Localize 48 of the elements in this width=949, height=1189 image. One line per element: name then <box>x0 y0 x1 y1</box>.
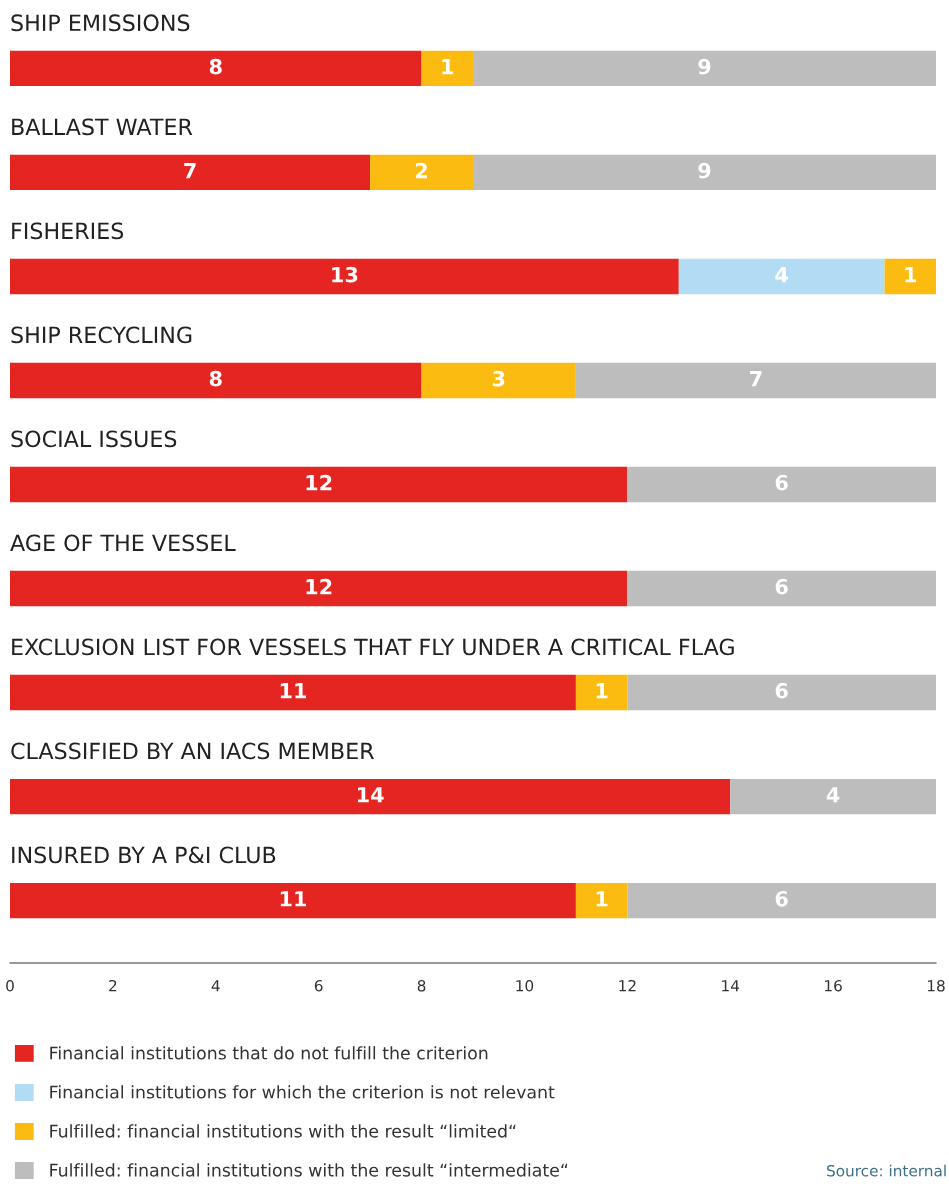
data-label: 8 <box>209 58 222 75</box>
data-label: 7 <box>750 371 762 387</box>
data-label: 7 <box>184 162 196 179</box>
x-tick-label: 18 <box>927 979 945 992</box>
data-label: 13 <box>332 266 358 283</box>
legend-label: Financial institutions that do not fulfill the criterion <box>50 1046 488 1060</box>
data-label: 3 <box>492 370 505 387</box>
x-tick-label: 12 <box>619 979 636 992</box>
data-label: 9 <box>698 162 711 179</box>
data-label: 12 <box>306 578 332 595</box>
x-tick-label: 4 <box>211 980 220 992</box>
legend-label: Financial institutions for which the criterion is not relevant <box>50 1085 555 1099</box>
y-tick-label: SOCIAL ISSUES <box>11 430 177 448</box>
x-tick-label: 8 <box>417 979 426 992</box>
y-tick-label: CLASSIFIED BY AN IACS MEMBER <box>11 742 374 760</box>
x-tick-label: 14 <box>722 980 740 992</box>
data-label: 4 <box>775 267 788 283</box>
data-label: 9 <box>698 58 711 75</box>
x-tick-label: 0 <box>6 979 14 992</box>
data-label: 6 <box>775 578 788 595</box>
data-label: 11 <box>280 891 307 907</box>
x-tick-label: 10 <box>516 979 534 992</box>
legend-label: Fulfilled: financial institutions with the result “limited“ <box>50 1124 516 1138</box>
data-label: 14 <box>357 787 384 803</box>
data-label: 1 <box>596 683 608 699</box>
x-tick-label: 2 <box>109 979 117 992</box>
data-label: 1 <box>905 267 917 283</box>
data-label: 6 <box>775 890 788 907</box>
data-label: 4 <box>826 787 840 803</box>
data-label: 12 <box>306 474 332 491</box>
data-label: 1 <box>596 891 608 907</box>
data-label: 2 <box>415 162 427 179</box>
data-label: 6 <box>775 474 788 491</box>
data-label: 1 <box>442 58 454 75</box>
x-tick-label: 16 <box>825 979 842 992</box>
data-label: 6 <box>775 682 788 699</box>
data-label: 8 <box>209 370 222 387</box>
y-tick-label: AGE OF THE VESSEL <box>10 534 236 552</box>
y-tick-label: EXCLUSION LIST FOR VESSELS THAT FLY UNDER A CRITICAL FLAG <box>12 638 734 656</box>
x-tick-label: 6 <box>314 979 323 992</box>
y-tick-label: INSURED BY A P&I CLUB <box>12 846 276 864</box>
legend-label: Fulfilled: financial institutions with the result “intermediate“ <box>50 1163 568 1177</box>
source-note: Source: internal <box>827 1164 946 1177</box>
y-tick-label: FISHERIES <box>12 222 124 240</box>
y-tick-label: SHIP RECYCLING <box>11 326 192 344</box>
data-label: 11 <box>280 683 307 699</box>
y-tick-label: BALLAST WATER <box>12 118 193 136</box>
y-tick-label: SHIP EMISSIONS <box>11 14 190 32</box>
